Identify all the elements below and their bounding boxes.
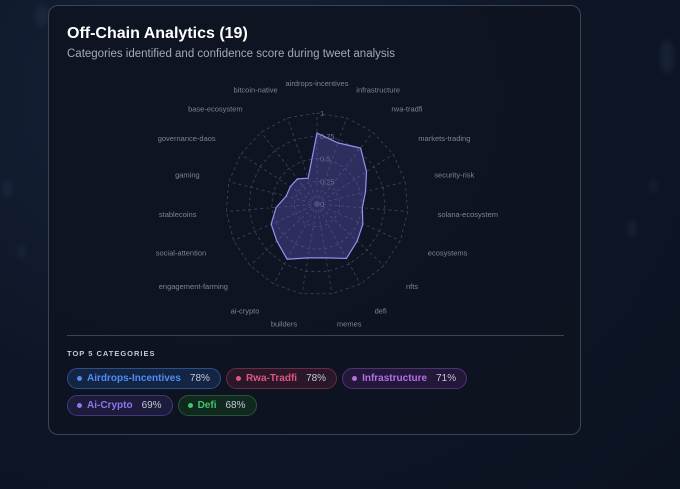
card-title: Off-Chain Analytics (19) (67, 25, 248, 42)
radar-axis-label: solana-ecosystem (438, 210, 498, 219)
category-name: Defi (197, 400, 217, 411)
radar-axis-label: infrastructure (356, 86, 400, 95)
radar-axis-label: rwa-tradfi (391, 105, 423, 114)
radar-axis-label: governance-daos (158, 134, 216, 143)
category-name: Rwa-Tradfi (245, 373, 298, 384)
category-name: Ai-Crypto (87, 400, 133, 411)
category-chip[interactable]: Rwa-Tradfi 78% (225, 368, 338, 389)
radar-axis-label: airdrops-incentives (286, 79, 349, 88)
top-categories-heading: TOP 5 CATEGORIES (67, 349, 156, 358)
radar-axis-label: social-attention (156, 249, 206, 258)
radar-tick-label: 0.25 (320, 177, 335, 186)
radar-axis-label: security-risk (434, 170, 474, 179)
card-subtitle: Categories identified and confidence sco… (67, 48, 395, 60)
bg-bokeh (18, 245, 25, 259)
top-categories-list: Airdrops-Incentives 78% Rwa-Tradfi 78% Infra… (67, 368, 537, 416)
category-dot-icon (187, 403, 193, 408)
category-name: Airdrops-Incentives (87, 373, 181, 384)
category-chip[interactable]: Ai-Crypto 69% (67, 395, 173, 416)
category-percent: 78% (306, 373, 327, 384)
radar-axis-label: defi (375, 306, 387, 315)
radar-axis-label: gaming (175, 170, 200, 179)
category-dot-icon (77, 403, 82, 408)
radar-axis-label: memes (337, 319, 362, 328)
category-percent: 71% (436, 373, 457, 384)
analytics-card: Off-Chain Analytics (19) Categories iden… (48, 5, 581, 435)
radar-axis-label: builders (271, 319, 298, 328)
radar-axis-label: engagement-farming (159, 282, 228, 291)
bg-bokeh (35, 5, 49, 27)
radar-chart: 0 0.25 0.5 0.75 1 airdrops-incentives infrastr… (156, 79, 498, 328)
radar-tick-label: 0 (320, 200, 324, 209)
bg-bokeh (650, 180, 657, 192)
radar-series-area (270, 132, 368, 260)
radar-axis-label: nfts (406, 282, 418, 291)
category-percent: 68% (225, 400, 246, 411)
category-dot-icon (235, 376, 241, 381)
category-name: Infrastructure (362, 373, 428, 384)
category-chip[interactable]: Infrastructure 71% (342, 368, 468, 389)
category-chip[interactable]: Airdrops-Incentives 78% (67, 368, 221, 389)
bg-bokeh (628, 220, 636, 238)
radar-axis-label: bitcoin-native (234, 86, 278, 95)
radar-axis-label: ai-crypto (231, 306, 260, 315)
bg-bokeh (2, 180, 12, 198)
radar-tick-label: 0.75 (320, 132, 335, 141)
radar-axis-label: base-ecosystem (188, 105, 243, 114)
category-dot-icon (352, 376, 358, 381)
category-percent: 78% (189, 373, 210, 384)
radar-axis-label: ecosystems (428, 249, 468, 258)
radar-grid-ring (248, 135, 386, 272)
radar-tick-label: 1 (320, 109, 324, 118)
radar-axis-label: stablecoins (159, 210, 197, 219)
category-chip[interactable]: Defi 68% (177, 395, 257, 416)
category-percent: 69% (141, 400, 162, 411)
bg-bokeh (660, 40, 674, 74)
radar-grid-ring (225, 112, 409, 295)
divider (67, 335, 564, 336)
radar-tick-label: 0.5 (320, 155, 330, 164)
category-dot-icon (77, 376, 82, 381)
radar-axis-label: markets-trading (418, 134, 470, 143)
